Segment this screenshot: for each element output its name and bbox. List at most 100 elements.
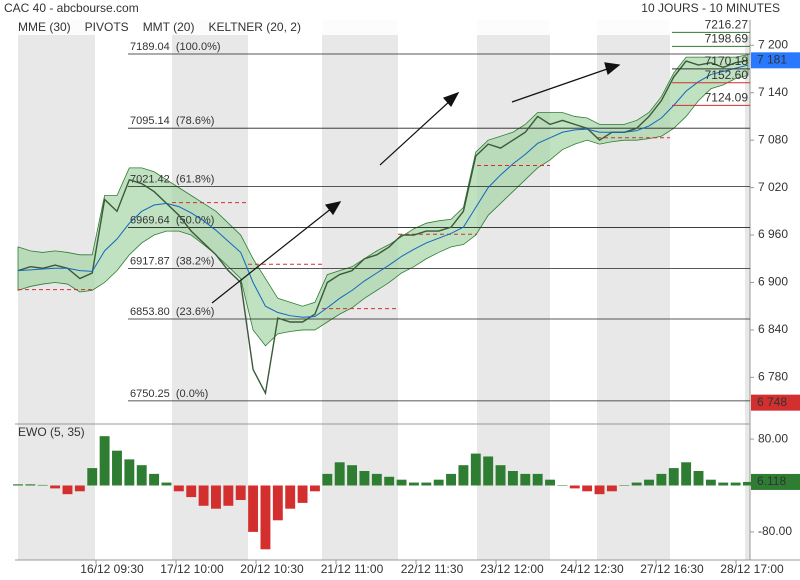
fib-label: 7095.14 (78.6%) — [130, 115, 214, 127]
y-tick-label: 7 080 — [758, 132, 788, 146]
ewo-bar — [743, 481, 753, 486]
y-tick-label: 6 900 — [758, 275, 788, 289]
ewo-bar — [13, 484, 23, 486]
ewo-bar — [99, 436, 110, 486]
ewo-bar — [359, 470, 370, 486]
x-tick-label: 20/12 10:30 — [240, 562, 304, 576]
x-tick-label: 22/12 11:30 — [401, 562, 464, 576]
day-shading — [18, 20, 750, 560]
ewo-tick-label: -80.00 — [758, 524, 792, 538]
ewo-bar — [730, 482, 741, 486]
fib-label: 6917.87 (38.2%) — [130, 255, 214, 267]
level-label: 7216.27 — [705, 18, 749, 32]
chart-title: CAC 40 - abcbourse.com — [4, 1, 139, 15]
ewo-bar — [569, 485, 580, 489]
ewo-bar — [532, 473, 543, 486]
ewo-bar — [545, 479, 555, 486]
legend-entry: MME (30) — [18, 20, 71, 34]
ewo-bar — [124, 459, 135, 486]
mme-line — [17, 64, 749, 318]
legend-entry: PIVOTS — [85, 20, 129, 34]
fib-label: 6969.64 (50.0%) — [130, 214, 214, 226]
level-label: 7198.69 — [705, 32, 749, 46]
level-label: 7124.09 — [705, 90, 749, 104]
ewo-bar — [396, 479, 407, 486]
value-box — [751, 52, 800, 69]
ewo-bar — [62, 485, 73, 495]
x-tick-label: 23/12 12:00 — [480, 562, 544, 576]
ewo-bar — [161, 482, 172, 486]
ewo-bar — [25, 484, 36, 486]
ewo-bar — [644, 479, 654, 486]
ewo-bar — [408, 482, 419, 486]
ewo-bar — [285, 485, 296, 509]
x-tick-label: 17/12 10:00 — [160, 562, 224, 576]
ewo-bar — [520, 473, 531, 486]
trend-arrows — [211, 62, 621, 304]
ewo-bar — [136, 465, 147, 486]
ewo-bar — [149, 473, 160, 486]
y-tick-label: 7 200 — [758, 37, 788, 51]
ewo-bar — [446, 473, 456, 486]
ewo-bar — [656, 473, 667, 486]
ewo-bar — [421, 482, 432, 486]
value-box-label: 7 181 — [757, 52, 787, 66]
fib-label: 7021.42 (61.8%) — [130, 173, 214, 185]
ewo-bar — [384, 476, 395, 486]
value-box — [751, 473, 800, 490]
fib-label: 6750.25 (0.0%) — [130, 388, 208, 400]
ewo-bar — [631, 482, 642, 486]
ewo-bar — [619, 485, 630, 486]
x-tick-label: 28/12 17:00 — [720, 562, 784, 576]
value-box-label: 6 748 — [757, 395, 787, 409]
y-tick-label: 6 960 — [758, 227, 788, 241]
ewo-bar — [470, 453, 481, 486]
value-box-label: 6.118 — [757, 474, 786, 488]
ewo-bar — [557, 485, 568, 486]
ewo-bar — [347, 465, 358, 486]
legend-entry: KELTNER (20, 2) — [208, 20, 300, 34]
ewo-bar — [582, 485, 593, 492]
ewo-bar — [594, 485, 605, 495]
ewo-bar — [483, 456, 494, 486]
ewo-bar — [74, 485, 85, 492]
level-label: 7152.60 — [705, 68, 749, 82]
ewo-bar — [310, 485, 320, 492]
x-tick-label: 16/12 09:30 — [80, 562, 144, 576]
ewo-bar — [260, 485, 271, 550]
ewo-bar — [87, 468, 98, 486]
ewo-bar — [458, 465, 469, 486]
fib-label: 6853.80 (23.6%) — [130, 306, 214, 318]
y-tick-label: 7 020 — [758, 180, 788, 194]
legend-bg — [0, 20, 750, 35]
ewo-bar — [495, 465, 506, 486]
ewo-bar — [211, 485, 221, 509]
ewo-bar — [507, 470, 518, 486]
x-tick-label: 24/12 12:30 — [560, 562, 624, 576]
ewo-bar — [235, 485, 246, 500]
ewo-bar — [37, 484, 48, 486]
legend-entry: MMT (20) — [143, 20, 195, 34]
ewo-bar — [272, 485, 283, 521]
ewo-bar — [334, 462, 345, 486]
ewo-bar — [297, 485, 308, 503]
ewo-bar — [718, 482, 729, 486]
ewo-bar — [681, 462, 692, 486]
ewo-bar — [371, 473, 382, 486]
ewo-bar — [223, 485, 234, 506]
ewo-bar — [112, 450, 122, 486]
ewo-bar — [668, 468, 679, 486]
y-tick-label: 6 780 — [758, 370, 788, 384]
ewo-legend: EWO (5, 35) — [18, 425, 85, 439]
ewo-bar — [606, 485, 617, 492]
x-tick-label: 21/12 11:00 — [321, 562, 384, 576]
ewo-tick-label: 80.00 — [758, 431, 788, 445]
header-bg — [0, 0, 800, 20]
ewo-bar — [322, 473, 333, 486]
y-tick-label: 6 840 — [758, 322, 788, 336]
x-tick-label: 27/12 16:30 — [640, 562, 704, 576]
ewo-bar — [186, 485, 197, 498]
ewo-bar — [433, 479, 444, 486]
ewo-bar — [198, 485, 209, 506]
